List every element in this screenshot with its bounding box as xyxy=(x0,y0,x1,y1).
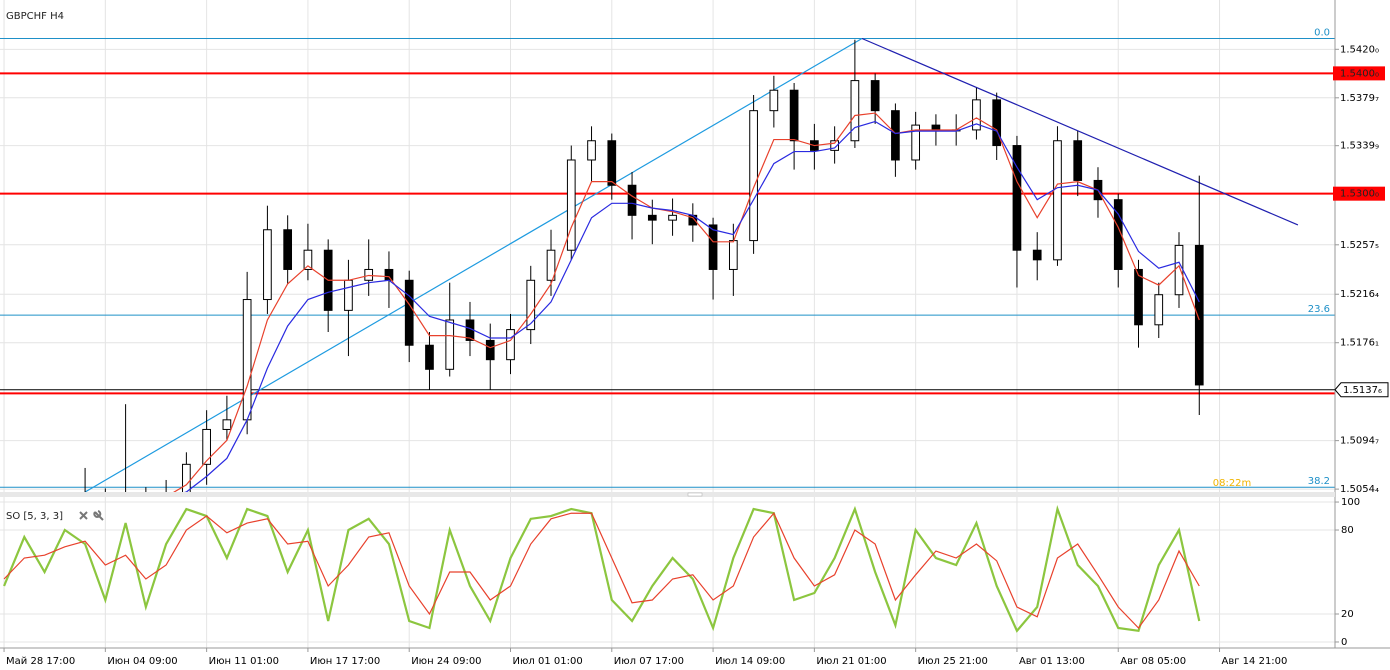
candle-body xyxy=(728,240,738,270)
current-price-label: 1.5137₆ xyxy=(1343,385,1382,396)
x-tick-label: Июн 11 01:00 xyxy=(209,656,279,667)
candle-body xyxy=(202,428,211,465)
moving-average xyxy=(173,112,1200,492)
current-price-badge xyxy=(1334,382,1389,398)
candle-body xyxy=(870,80,880,112)
candle-body xyxy=(404,279,414,346)
x-tick-label: Июн 24 09:00 xyxy=(411,656,481,667)
candle-body xyxy=(668,214,677,221)
candle-body xyxy=(992,99,1002,147)
trendline xyxy=(84,37,863,492)
y-tick-label: 1.5054₄ xyxy=(1340,484,1379,495)
candle-body xyxy=(972,99,981,131)
candle-body xyxy=(485,339,495,361)
y-tick-label: 80 xyxy=(1341,525,1354,536)
candle-body xyxy=(283,229,293,270)
price-panel: 0.0 23.6 38.2 xyxy=(0,27,1335,492)
x-tick-label: Июл 25 21:00 xyxy=(918,656,988,667)
level-label: 1.5400₀ xyxy=(1340,68,1379,79)
fibonacci-label: 38.2 xyxy=(1308,476,1330,487)
level-label: 1.5300₀ xyxy=(1340,189,1379,200)
candle-body xyxy=(566,159,576,251)
candle-body xyxy=(364,268,374,281)
candle-body xyxy=(1174,244,1184,296)
y-tick-label: 0 xyxy=(1341,637,1347,648)
candle-body xyxy=(931,124,941,131)
level-badge xyxy=(1333,186,1385,201)
candle-body xyxy=(425,344,434,370)
candle-body xyxy=(1154,294,1164,326)
y-tick-label: 1.5339₉ xyxy=(1340,141,1379,152)
x-tick-label: Авг 08 05:00 xyxy=(1120,656,1186,667)
candle-body xyxy=(1113,199,1123,270)
fibonacci-label: 23.6 xyxy=(1308,304,1330,315)
oscillator-line xyxy=(3,512,1200,629)
candle-body xyxy=(1053,140,1062,261)
moving-average xyxy=(184,120,1200,492)
y-tick-label: 1.5216₄ xyxy=(1340,289,1379,300)
candle-body xyxy=(445,319,455,370)
candle-body xyxy=(222,419,232,430)
candle-body xyxy=(789,89,799,142)
panel-separator xyxy=(0,492,1335,497)
candle-body xyxy=(850,80,860,142)
candle-body xyxy=(546,249,556,281)
oscillator-title: SO [5, 3, 3] xyxy=(6,511,63,522)
candle-body xyxy=(627,184,637,216)
chart-title: GBPCHF H4 xyxy=(6,11,64,22)
candle-body xyxy=(1012,145,1022,251)
candle-body xyxy=(384,268,394,281)
candle-body xyxy=(1194,244,1204,386)
y-tick-label: 1.5094₇ xyxy=(1340,436,1379,447)
settings-icon[interactable] xyxy=(93,510,104,521)
candle-body xyxy=(1032,249,1042,261)
x-tick-label: Июл 21 01:00 xyxy=(816,656,886,667)
level-badge xyxy=(1333,66,1385,81)
candle-body xyxy=(344,279,353,311)
y-tick-label: 1.5420₀ xyxy=(1340,44,1379,55)
close-icon[interactable] xyxy=(79,511,88,520)
x-tick-label: Июл 01 01:00 xyxy=(513,656,583,667)
candle-body xyxy=(647,214,657,221)
candle-body xyxy=(526,279,536,331)
candle-body xyxy=(911,124,921,161)
candle-body xyxy=(263,229,272,301)
candle-body xyxy=(830,140,839,151)
candle-body xyxy=(587,140,596,161)
candle-body xyxy=(1073,140,1083,181)
y-tick-label: 1.5379₇ xyxy=(1340,93,1379,104)
timer-label: 08:22m xyxy=(1213,478,1252,489)
fibonacci-label: 0.0 xyxy=(1314,27,1330,38)
x-tick-label: Май 28 17:00 xyxy=(6,656,75,667)
candle-body xyxy=(607,140,617,186)
y-tick-label: 1.5257₅ xyxy=(1340,240,1379,251)
oscillator-panel xyxy=(3,505,1201,633)
y-tick-label: 100 xyxy=(1341,497,1360,508)
candle-body xyxy=(303,249,313,270)
candle-body xyxy=(708,224,718,270)
x-tick-label: Июл 07 17:00 xyxy=(614,656,684,667)
candle-body xyxy=(769,89,779,112)
candle-body xyxy=(506,329,515,361)
x-tick-label: Авг 14 21:00 xyxy=(1222,656,1288,667)
trendline xyxy=(861,37,1299,226)
candle-body xyxy=(1134,268,1143,326)
x-tick-label: Авг 01 13:00 xyxy=(1019,656,1085,667)
x-tick-label: Июн 04 09:00 xyxy=(107,656,177,667)
oscillator-line xyxy=(3,505,1201,633)
candle-body xyxy=(749,110,758,242)
y-tick-label: 1.5176₁ xyxy=(1340,338,1379,349)
x-tick-label: Июн 17 17:00 xyxy=(310,656,380,667)
candle-body xyxy=(891,110,900,161)
candle-body xyxy=(242,299,252,421)
separator-handle[interactable] xyxy=(687,492,703,497)
x-tick-label: Июл 14 09:00 xyxy=(715,656,785,667)
y-tick-label: 20 xyxy=(1341,609,1354,620)
